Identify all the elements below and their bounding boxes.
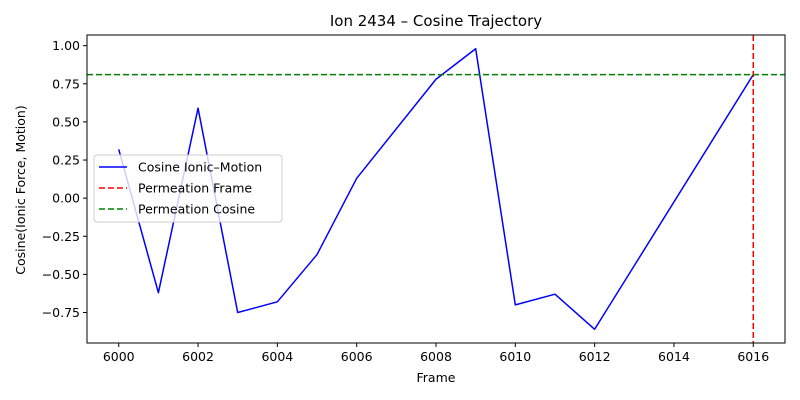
legend-entry: Permeation Cosine [138,202,255,217]
ticks-layer: 6000 6002 6004 6006 6008 6010 6012 6014 6016 −0.7… [42,38,770,364]
legend-box [93,154,283,223]
x-tick-label: 6000 [103,349,135,364]
y-tick-label: 0.00 [52,191,80,206]
y-axis-label: Cosine(Ionic Force, Motion) [13,105,28,274]
x-tick-label: 6008 [420,349,452,364]
series-line [118,47,754,331]
x-axis-label: Frame [417,370,456,385]
legend-entry: Cosine Ionic–Motion [138,160,262,175]
y-tick-label: 1.00 [52,38,80,53]
y-tick-label: 0.25 [52,153,80,168]
x-tick-label: 6006 [341,349,373,364]
x-tick-label: 6014 [658,349,690,364]
y-tick-label: 0.50 [52,114,80,129]
legend-entry: Permeation Frame [138,181,252,196]
x-tick-label: 6010 [499,349,531,364]
y-tick-label: −0.50 [42,267,80,282]
chart-title: Ion 2434 – Cosine Trajectory [330,12,542,30]
legend: Cosine Ionic–Motion Permeation Frame Perme… [93,154,283,223]
y-tick-label: −0.75 [42,305,80,320]
x-tick-label: 6016 [737,349,769,364]
plot-layer [87,35,785,343]
x-tick-label: 6004 [261,349,293,364]
x-tick-label: 6002 [182,349,214,364]
x-tick-label: 6012 [579,349,611,364]
y-tick-label: −0.25 [42,229,80,244]
y-tick-label: 0.75 [52,76,80,91]
